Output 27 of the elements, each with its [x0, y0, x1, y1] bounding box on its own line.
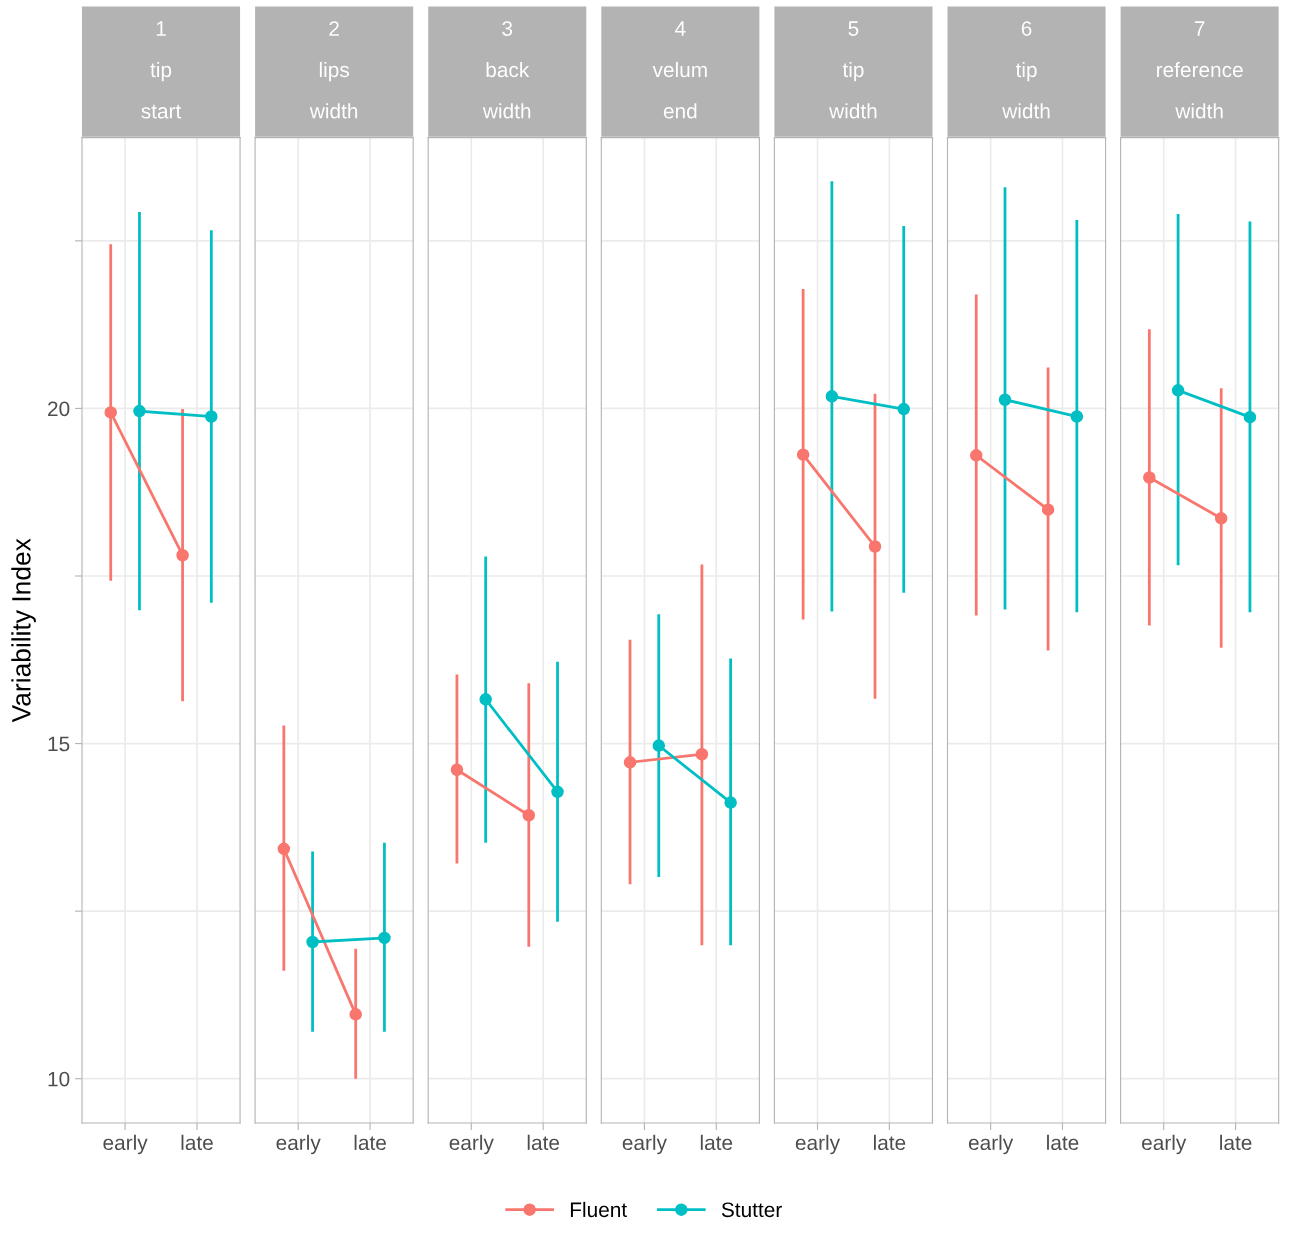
y-tick-label: 20: [48, 401, 70, 417]
x-tick-label: early: [622, 1134, 667, 1155]
chart-title: 5 tip width: [829, 21, 877, 119]
x-tick-label: late: [181, 1134, 213, 1151]
chart-title: 4 velum end: [652, 21, 707, 119]
x-tick-label: late: [1220, 1134, 1252, 1151]
chart-title: 2 lips width: [309, 21, 358, 119]
x-tick-label: late: [1047, 1134, 1079, 1151]
chart-title: 3 back width: [482, 21, 531, 119]
x-tick-label: late: [700, 1134, 733, 1151]
x-tick-label: late: [527, 1134, 560, 1151]
x-tick-label: early: [276, 1134, 321, 1155]
legend-label: Stutter: [721, 1202, 782, 1218]
x-tick-label: early: [449, 1134, 494, 1155]
x-tick-label: early: [1142, 1134, 1187, 1155]
y-axis-title: Variability Index: [11, 538, 36, 723]
x-tick-label: late: [354, 1134, 386, 1151]
x-tick-label: early: [103, 1134, 148, 1155]
chart-title: 7 reference width: [1157, 21, 1243, 119]
x-tick-label: early: [795, 1134, 841, 1155]
x-tick-label: late: [873, 1134, 906, 1151]
chart-title: 6 tip width: [1002, 21, 1050, 119]
x-tick-label: early: [968, 1134, 1014, 1155]
legend-label: Fluent: [570, 1201, 627, 1218]
y-tick-label: 15: [48, 736, 70, 752]
y-tick-label: 10: [48, 1071, 70, 1087]
chart-title: 1 tip start: [141, 21, 182, 119]
